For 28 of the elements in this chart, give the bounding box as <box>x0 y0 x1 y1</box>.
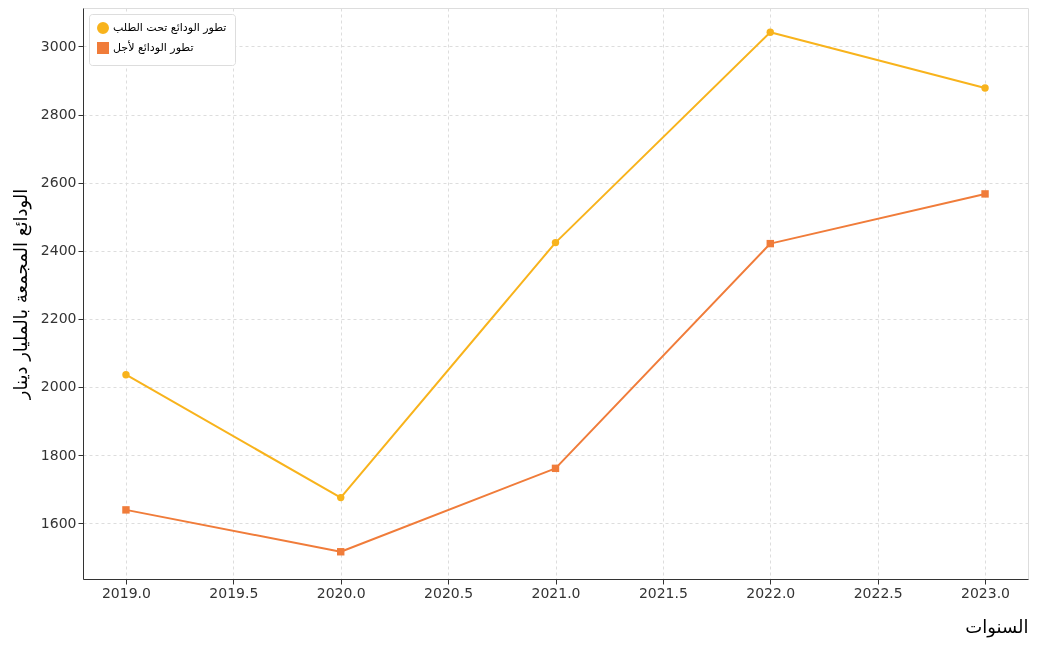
y-tick-label: 3000 <box>40 37 77 54</box>
point <box>337 493 345 502</box>
x-tick-label: 2019.5 <box>209 584 259 601</box>
point <box>122 506 130 514</box>
x-tick-label: 2022.0 <box>746 584 796 601</box>
point <box>766 28 774 36</box>
y-tick-label: 2800 <box>40 106 77 123</box>
y-tick-label: 2200 <box>40 310 77 327</box>
y-axis-title: الودائع المجمعة بالمليار دينار <box>9 188 32 401</box>
y-tick-label: 1600 <box>40 514 77 531</box>
x-tick-label: 2023.0 <box>961 584 1011 601</box>
point <box>122 371 130 379</box>
x-tick-label: 2021.0 <box>531 584 581 601</box>
legend-label: تطور الودائع تحت الطلب <box>113 21 227 34</box>
x-tick-label: 2020.0 <box>316 584 366 601</box>
x-tick-label: 2021.5 <box>638 584 688 601</box>
x-tick-label: 2019.0 <box>101 584 151 601</box>
point <box>981 190 989 198</box>
y-tick-label: 1800 <box>40 446 77 463</box>
legend-label: تطور الودائع لأجل <box>113 40 194 54</box>
y-tick-label: 2000 <box>40 378 77 395</box>
x-tick-label: 2022.5 <box>853 584 903 601</box>
point <box>551 238 560 247</box>
point <box>981 84 989 92</box>
y-tick-label: 2400 <box>40 242 77 259</box>
x-tick-label: 2020.5 <box>424 584 474 601</box>
x-axis-title: السنوات <box>965 615 1029 638</box>
y-tick-label: 2600 <box>40 174 77 191</box>
